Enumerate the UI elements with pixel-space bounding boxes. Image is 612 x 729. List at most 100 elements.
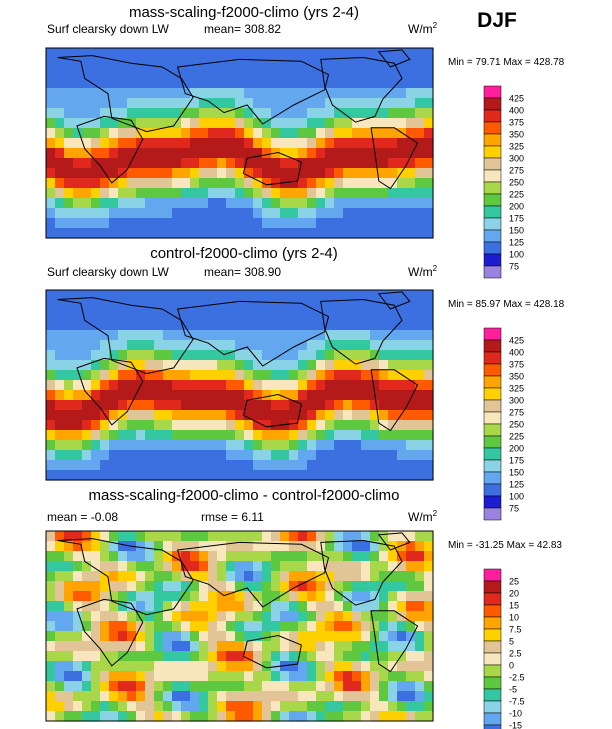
map-cell xyxy=(226,360,236,371)
map-cell xyxy=(253,400,263,411)
map-cell xyxy=(199,551,209,562)
map-cell xyxy=(109,330,119,341)
map-cell xyxy=(244,691,254,702)
map-cell xyxy=(370,571,380,582)
map-cell xyxy=(334,420,344,431)
map-cell xyxy=(64,581,74,592)
colorbar-swatch xyxy=(483,375,502,389)
map-cell xyxy=(298,661,308,672)
map-cell xyxy=(154,410,164,421)
map-cell xyxy=(163,208,173,219)
map-cell xyxy=(361,581,371,592)
map-cell xyxy=(55,168,65,179)
map-cell xyxy=(91,621,101,632)
map-cell xyxy=(73,198,83,209)
map-cell xyxy=(118,320,128,331)
map-cell xyxy=(136,198,146,209)
map-cell xyxy=(343,581,353,592)
map-cell xyxy=(397,380,407,391)
map-cell xyxy=(109,168,119,179)
map-cell xyxy=(208,148,218,159)
colorbar-swatch xyxy=(483,265,502,279)
map-cell xyxy=(352,218,362,229)
map-cell xyxy=(181,651,191,662)
map-cell xyxy=(217,410,227,421)
map-cell xyxy=(136,360,146,371)
map-cell xyxy=(325,48,335,59)
map-cell xyxy=(91,611,101,622)
map-cell xyxy=(424,330,434,341)
map-cell xyxy=(262,208,272,219)
map-cell xyxy=(280,390,290,401)
map-cell xyxy=(334,310,344,321)
map-cell xyxy=(397,188,407,199)
map-cell xyxy=(64,470,74,481)
colorbar-swatch xyxy=(483,435,502,449)
map-cell xyxy=(154,108,164,119)
map-cell xyxy=(289,681,299,692)
map-cell xyxy=(253,551,263,562)
map-cell xyxy=(82,310,92,321)
map-cell xyxy=(325,88,335,99)
map-cell xyxy=(64,621,74,632)
map-cell xyxy=(73,661,83,672)
map-cell xyxy=(406,158,416,169)
map-cell xyxy=(262,228,272,239)
map-cell xyxy=(244,671,254,682)
map-cell xyxy=(190,661,200,672)
map-cell xyxy=(163,470,173,481)
map-cell xyxy=(73,68,83,79)
map-cell xyxy=(127,188,137,199)
map-cell xyxy=(361,228,371,239)
map-cell xyxy=(424,671,434,682)
map-cell xyxy=(235,561,245,572)
map-cell xyxy=(118,531,128,542)
map-cell xyxy=(109,581,119,592)
map-cell xyxy=(244,430,254,441)
map-cell xyxy=(244,661,254,672)
map-cell xyxy=(226,48,236,59)
map-cell xyxy=(424,591,434,602)
map-cell xyxy=(217,228,227,239)
map-cell xyxy=(109,601,119,612)
map-cell xyxy=(208,420,218,431)
map-cell xyxy=(145,661,155,672)
map-cell xyxy=(163,350,173,361)
map-cell xyxy=(136,581,146,592)
map-cell xyxy=(343,148,353,159)
map-cell xyxy=(154,340,164,351)
map-cell xyxy=(172,310,182,321)
map-cell xyxy=(415,611,425,622)
map-cell xyxy=(46,581,56,592)
map-cell xyxy=(109,390,119,401)
map-cell xyxy=(190,370,200,381)
colorbar-swatch xyxy=(483,411,502,425)
coastline xyxy=(377,291,411,310)
map-cell xyxy=(262,360,272,371)
map-cell xyxy=(379,320,389,331)
map-cell xyxy=(118,108,128,119)
map-cell xyxy=(316,591,326,602)
map-cell xyxy=(172,701,182,712)
map-cell xyxy=(262,571,272,582)
map-cell xyxy=(109,340,119,351)
map-cell xyxy=(388,440,398,451)
map-cell xyxy=(55,380,65,391)
map-cell xyxy=(91,228,101,239)
map-cell xyxy=(343,400,353,411)
map-cell xyxy=(379,330,389,341)
map-cell xyxy=(109,470,119,481)
map-cell xyxy=(235,198,245,209)
map-cell xyxy=(226,128,236,139)
map-cell xyxy=(154,330,164,341)
map-cell xyxy=(64,611,74,622)
map-cell xyxy=(262,300,272,311)
map-cell xyxy=(262,168,272,179)
map-cell xyxy=(208,158,218,169)
map-cell xyxy=(145,48,155,59)
map-cell xyxy=(208,300,218,311)
colorbar-swatch xyxy=(483,568,502,582)
map-cell xyxy=(46,661,56,672)
map-cell xyxy=(415,188,425,199)
